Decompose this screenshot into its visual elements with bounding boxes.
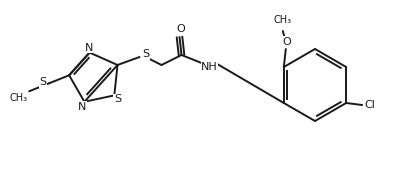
Text: S: S [142,49,149,59]
Text: S: S [40,77,47,87]
Text: S: S [114,94,121,104]
Text: CH₃: CH₃ [274,15,292,25]
Text: O: O [283,37,291,47]
Text: N: N [84,42,93,53]
Text: CH₃: CH₃ [9,93,27,103]
Text: O: O [176,24,185,34]
Text: NH: NH [201,62,218,72]
Text: N: N [78,102,87,112]
Text: Cl: Cl [364,100,375,110]
